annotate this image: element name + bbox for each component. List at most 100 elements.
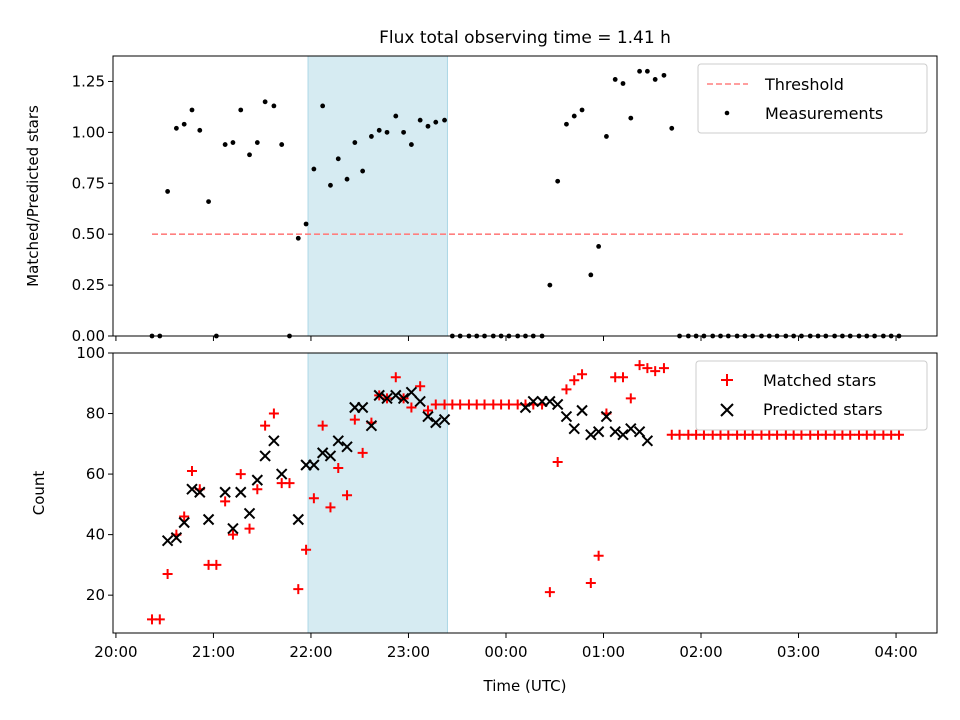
measurement-point [189,107,195,113]
predicted-star-point [170,531,183,544]
measurement-point [579,107,585,113]
top-marks [149,68,903,339]
predicted-star-point [186,483,198,495]
measurement-point [247,152,252,158]
measurement-point [320,103,326,109]
top-y-tick-label: 0.25 [72,276,105,294]
predicted-star-point [324,450,337,462]
predicted-star-point [251,474,264,486]
matched-star-point [698,429,709,440]
matched-star-point [869,429,880,440]
bottom-y-tick-label: 60 [86,465,105,483]
predicted-star-point [519,401,532,414]
chart-title: Flux total observing time = 1.41 h [379,28,671,48]
measurement-point [669,125,675,131]
x-tick-label: 03:00 [777,643,820,661]
matched-star-point [577,369,588,380]
measurement-point [612,77,618,82]
matched-star-point [406,402,417,413]
x-tick-label: 04:00 [874,643,917,661]
x-tick-label: 01:00 [582,643,625,661]
matched-star-point [154,614,165,625]
measurement-point [393,113,399,119]
bottom-y-tick-label: 100 [76,344,105,362]
matched-star-point [252,484,263,495]
predicted-star-point [194,486,206,498]
matched-star-point [284,478,295,489]
top-y-tick-label: 1.25 [72,72,105,90]
predicted-star-point [308,459,320,471]
matched-star-point [308,493,319,504]
bottom-axes-frame [112,352,938,634]
measurement-point [230,140,236,145]
predicted-star-point [341,441,353,453]
bottom-marks [147,360,904,625]
predicted-star-point [568,422,580,435]
matched-star-point [674,429,685,440]
matched-star-point [293,584,304,595]
matched-star-point [415,381,426,392]
measurement-point [433,119,439,125]
predicted-star-point [275,468,288,480]
predicted-star-point [356,401,369,414]
matched-star-point [634,360,645,371]
matched-star-point [260,420,271,431]
matched-star-point [357,447,368,458]
matched-star-point [211,559,222,570]
top-y-tick-label: 0.75 [72,174,105,192]
matched-star-point [585,578,596,589]
matched-star-point [301,544,312,555]
measurement-point [303,221,309,227]
measurement-point [254,140,260,145]
matched-star-point [268,408,279,419]
predicted-star-point [390,389,402,402]
legend-predicted-swatch [720,403,734,417]
matched-star-point [503,399,514,410]
matched-star-point [820,429,831,440]
predicted-star-point [381,392,393,405]
predicted-star-point [576,404,588,417]
legend-threshold-label: Threshold [764,75,844,94]
matched-star-point [747,429,758,440]
measurement-point [547,282,553,288]
matched-star-point [618,372,629,383]
predicted-star-point [551,398,564,411]
measurement-point [360,168,366,174]
measurement-point [376,127,382,133]
predicted-star-point [373,389,385,402]
top-shaded-span [307,55,448,337]
measurement-point [571,113,577,119]
matched-star-point [342,490,353,501]
measurement-point [425,123,431,129]
bottom-panel: 20 40 60 80 100 20:00 21:00 22:00 23:00 00:00 01:… [30,344,938,695]
measurement-point [344,176,350,182]
measurement-point [352,140,358,145]
predicted-star-point [365,419,378,432]
measurement-point [197,127,203,133]
top-legend-frame [697,63,928,134]
top-x-ticks [115,336,897,341]
predicted-star-point [316,447,329,459]
matched-star-point [561,384,572,395]
measurement-point [181,121,187,127]
measurement-point [335,156,341,162]
measurement-point [173,125,179,131]
predicted-star-point [259,450,271,462]
legend-matched-label: Matched stars [763,371,876,390]
predicted-star-point [219,486,231,498]
matched-star-point [227,529,238,540]
measurement-point [369,134,374,139]
predicted-star-point [430,416,442,429]
measurement-point [588,272,594,278]
matched-star-point [479,399,490,410]
matched-star-point [430,399,441,410]
matched-star-point [186,466,197,477]
matched-star-point [325,502,336,513]
predicted-star-point [527,395,539,408]
matched-star-point [244,523,255,534]
matched-star-point [220,496,231,507]
bottom-y-tick-label: 80 [86,405,105,423]
matched-star-point [333,463,344,474]
bottom-y-tick-label: 40 [86,526,105,544]
top-y-ticks: 0.00 0.25 0.50 0.75 1.00 1.25 [72,72,113,345]
